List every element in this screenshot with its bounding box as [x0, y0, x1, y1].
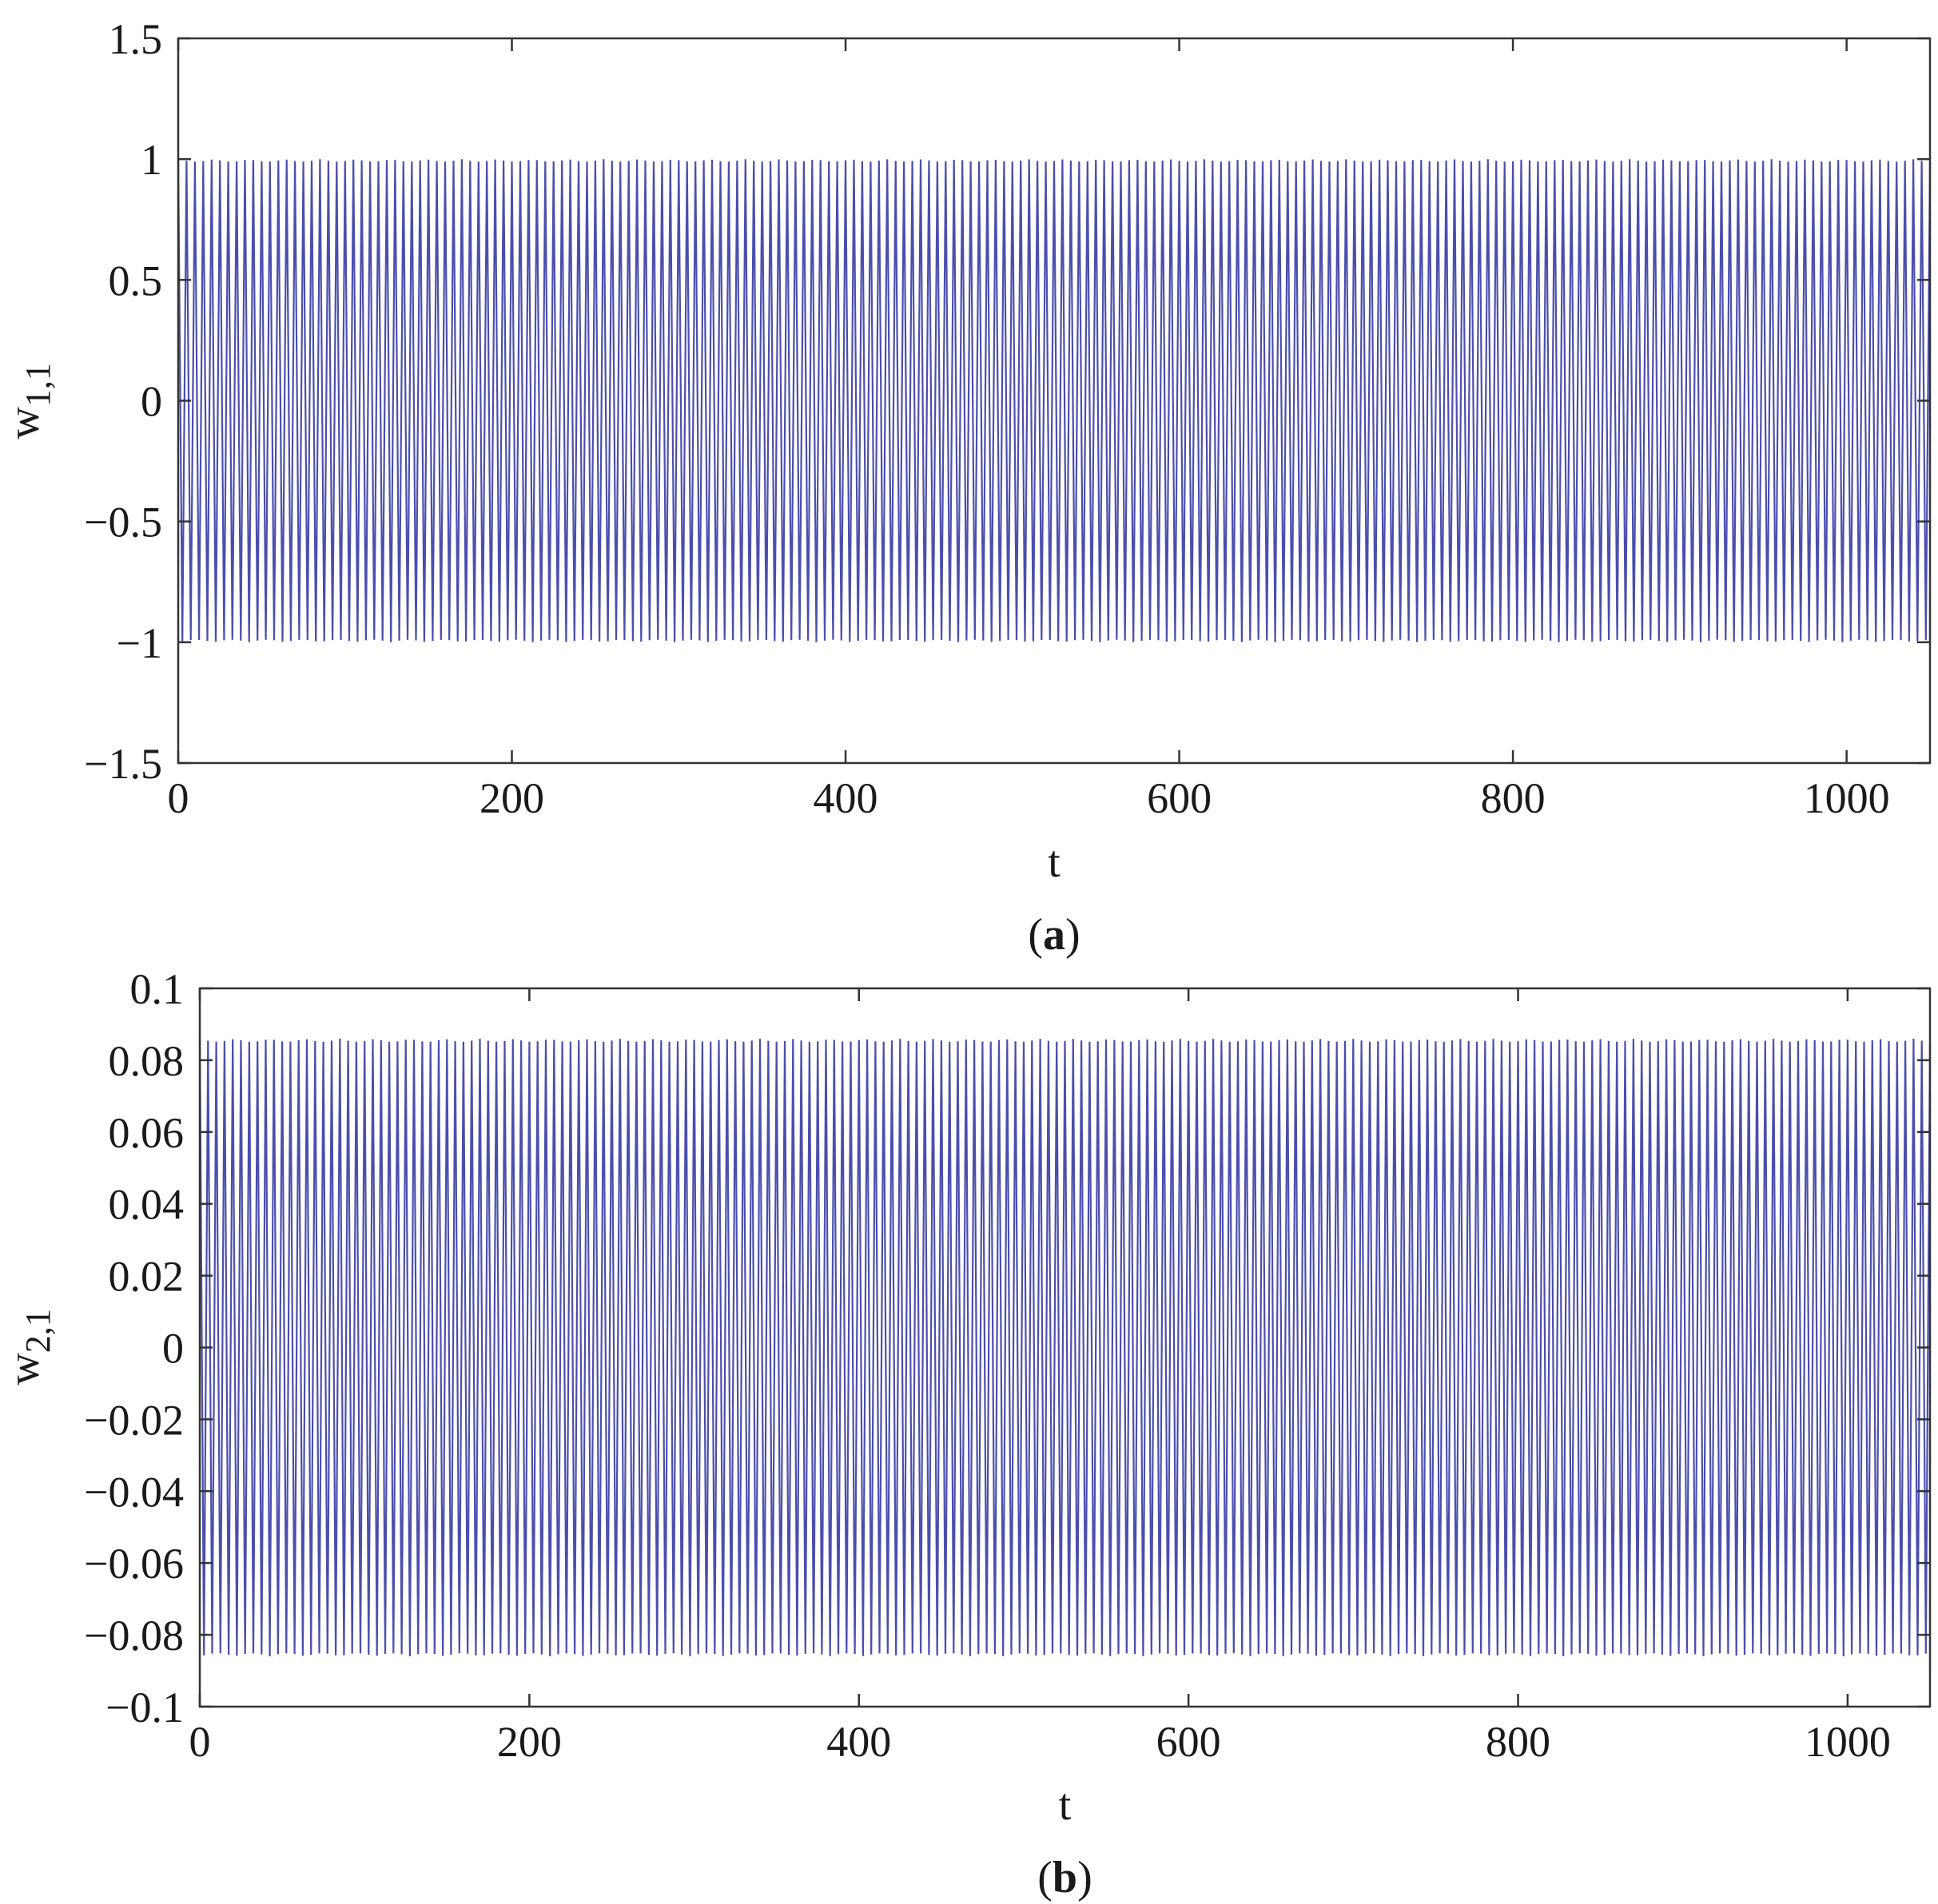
ticks-a: 0 200 400 600 800 1000 −1.5 −1 −0.5 0 0.5 1 1.5: [84, 15, 1930, 822]
y-tick-label-b-1: −0.08: [84, 1612, 184, 1660]
y-axis-label-sub-a: 1,1: [18, 363, 58, 407]
x-tick-label-b-5: 1000: [1805, 1718, 1891, 1766]
y-tick-label-b-8: 0.06: [109, 1109, 185, 1157]
y-tick-label-a-0: −1.5: [84, 740, 162, 788]
series-line-a-0: [177, 159, 1932, 642]
x-tick-label-a-0: 0: [168, 774, 189, 822]
y-tick-label-b-7: 0.04: [109, 1181, 185, 1229]
x-tick-label-b-2: 400: [826, 1718, 891, 1766]
y-axis-label-b: w2,1: [0, 1309, 58, 1385]
y-axis-label-base-b: w: [0, 1353, 49, 1385]
y-tick-label-b-5: 0: [162, 1325, 184, 1373]
series-layer-a: [177, 159, 1932, 642]
y-tick-label-a-5: 1: [141, 136, 162, 184]
x-tick-label-a-2: 400: [814, 774, 878, 822]
x-tick-label-b-1: 200: [497, 1718, 562, 1766]
panel-label-a: (a): [1028, 910, 1080, 960]
x-tick-label-b-4: 800: [1486, 1718, 1550, 1766]
x-tick-label-a-5: 1000: [1804, 774, 1890, 822]
y-axis-label-sub-b: 2,1: [18, 1309, 58, 1353]
y-tick-label-a-2: −0.5: [84, 499, 162, 547]
y-tick-label-b-2: −0.06: [84, 1540, 184, 1588]
y-tick-label-a-1: −1: [117, 619, 162, 667]
y-tick-label-a-6: 1.5: [109, 15, 163, 63]
y-tick-label-b-9: 0.08: [109, 1037, 185, 1085]
y-tick-label-a-3: 0: [141, 378, 162, 426]
panel-label-b: (b): [1037, 1853, 1092, 1902]
plot-frame-a: [177, 37, 1932, 765]
ticks-b: 0 200 400 600 800 1000 −0.1 −0.08 −0.06 −0.04 −0.0…: [84, 965, 1930, 1766]
x-tick-label-a-4: 800: [1481, 774, 1546, 822]
y-tick-label-b-10: 0.1: [130, 965, 185, 1013]
x-tick-label-b-0: 0: [189, 1718, 211, 1766]
y-tick-label-b-4: −0.02: [84, 1396, 184, 1444]
x-tick-label-a-3: 600: [1147, 774, 1212, 822]
y-tick-label-b-0: −0.1: [105, 1683, 184, 1731]
y-tick-label-b-3: −0.04: [84, 1468, 184, 1516]
y-axis-label-base-a: w: [0, 407, 49, 439]
x-tick-label-b-3: 600: [1156, 1718, 1221, 1766]
x-axis-label-a: t: [1048, 837, 1061, 887]
series-line-b-0: [198, 1038, 1932, 1657]
x-tick-label-a-1: 200: [480, 774, 544, 822]
series-layer-b: [198, 1038, 1932, 1657]
y-tick-label-b-6: 0.02: [109, 1253, 185, 1301]
x-axis-label-b: t: [1059, 1780, 1072, 1830]
panel-a: 0 200 400 600 800 1000 −1.5 −1 −0.5 0 0.5 1 1.5 t w1…: [0, 15, 1932, 960]
y-axis-label-a: w1,1: [0, 363, 58, 439]
y-tick-label-a-4: 0.5: [109, 256, 163, 304]
panel-b: 0 200 400 600 800 1000 −0.1 −0.08 −0.06 −0.04 −0.0…: [0, 965, 1932, 1902]
